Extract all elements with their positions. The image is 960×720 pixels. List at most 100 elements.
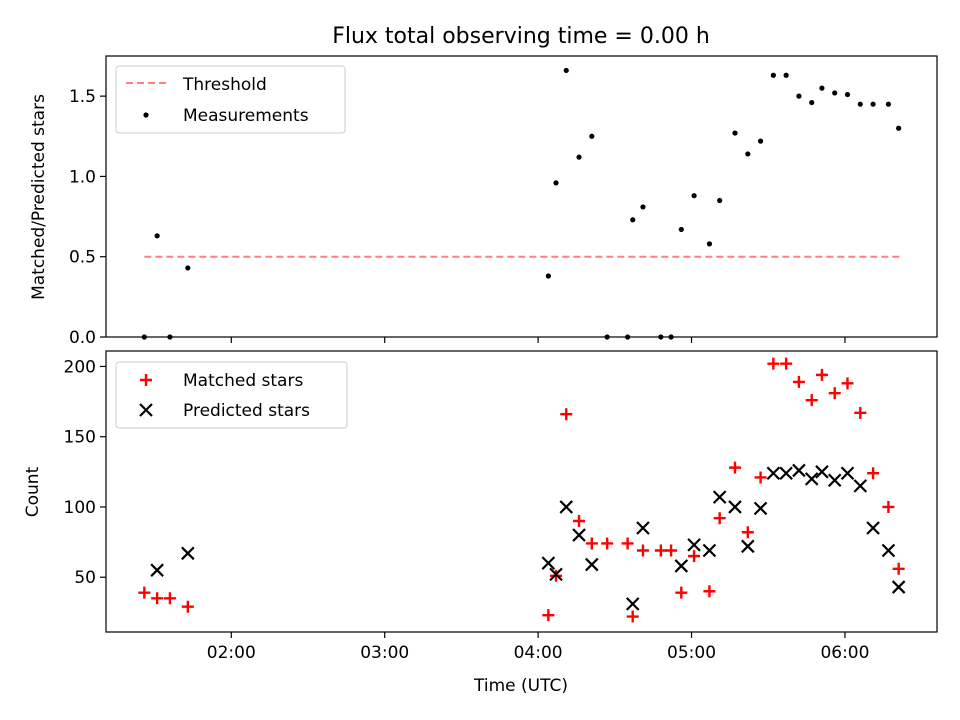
measurements-point	[185, 265, 191, 271]
bottom-plot-frame	[105, 350, 938, 633]
bottom-legend: Matched stars Predicted stars	[115, 361, 348, 429]
measurements-point	[545, 273, 551, 279]
matched-stars-point	[841, 377, 854, 390]
matched-stars-point	[636, 544, 649, 557]
matched-stars-point	[163, 592, 176, 605]
measurements-point	[896, 125, 902, 131]
measurements-point	[844, 91, 851, 98]
matched-stars-point	[828, 387, 841, 400]
predicted-stars-point	[840, 466, 855, 481]
predicted-stars-point	[827, 473, 842, 488]
measurements-point	[809, 99, 815, 106]
x-tick-label: 03:00	[360, 643, 409, 663]
matched-stars-point	[601, 537, 614, 550]
y-tick-label: 0.0	[69, 328, 96, 348]
y-tick-label: 100	[64, 498, 96, 518]
matched-stars-point	[688, 550, 701, 563]
top-legend: Threshold Measurements	[115, 65, 346, 134]
measurements-point	[717, 197, 723, 204]
matched-stars-point	[621, 537, 634, 550]
y-tick-label: 200	[64, 357, 96, 377]
x-tick-label: 02:00	[207, 643, 256, 663]
x-axis-label: Time (UTC)	[473, 676, 568, 696]
measurements-legend-marker	[143, 112, 149, 118]
matched-stars-point	[854, 406, 867, 419]
x-tick-label: 06:00	[820, 643, 869, 663]
measurements-point	[783, 72, 789, 78]
predicted-stars-point	[150, 563, 164, 577]
matched-stars-point	[626, 610, 639, 623]
x-tick-label: 05:00	[667, 643, 716, 663]
bottom-axes: 02:00 03:00 04:00 05:00 06:00 50 100 150 200	[64, 357, 870, 663]
measurements-point	[576, 154, 582, 160]
measurements-point	[154, 233, 160, 239]
matched-stars-point	[703, 585, 716, 598]
top-legend-box	[115, 65, 346, 134]
measurements-point	[770, 72, 776, 78]
measurements-point	[870, 101, 876, 107]
predicted-stars-point	[585, 557, 599, 572]
predicted-stars-point	[687, 538, 701, 552]
matched-stars-point	[882, 500, 895, 513]
matched-stars-point	[573, 515, 586, 528]
predicted-stars-point	[891, 580, 906, 594]
measurements-point	[706, 241, 713, 247]
matched-stars-point	[805, 394, 818, 407]
predicted-stars-point	[853, 479, 868, 493]
top-plot-area	[141, 67, 902, 340]
y-tick-label: 150	[64, 428, 96, 448]
bottom-legend-box	[115, 361, 348, 429]
matched-stars-point	[665, 544, 678, 557]
measurements-point	[553, 180, 559, 186]
measurements-point	[857, 101, 863, 107]
measurements-point	[832, 90, 838, 96]
predicted-stars-point	[866, 521, 880, 535]
top-axes: 0.0 0.5 1.0 1.5	[69, 87, 846, 348]
matched-stars-point	[560, 408, 573, 421]
matched-stars-point	[151, 592, 164, 605]
predicted-stars-point	[541, 556, 556, 570]
measurements-point	[757, 138, 764, 144]
predicted-stars-point	[702, 543, 717, 558]
measurements-legend-label: Measurements	[183, 106, 309, 126]
predicted-stars-point	[753, 501, 768, 516]
predicted-stars-point	[636, 521, 650, 535]
predicted-stars-point	[181, 546, 195, 561]
measurements-point	[678, 226, 684, 233]
chart-title: Flux total observing time = 0.00 h	[332, 24, 710, 49]
top-plot-frame	[105, 55, 938, 338]
predicted-stars-legend-label: Predicted stars	[183, 401, 310, 421]
matched-stars-point	[729, 461, 742, 474]
matched-stars-point	[675, 586, 688, 599]
predicted-stars-point	[766, 466, 781, 481]
predicted-stars-point	[549, 567, 563, 582]
matched-stars-point	[654, 544, 667, 557]
predicted-stars-point	[815, 465, 829, 479]
y-tick-label: 0.5	[69, 248, 96, 268]
matched-stars-legend-marker	[140, 374, 152, 386]
matched-stars-point	[780, 357, 793, 370]
predicted-stars-point	[779, 466, 793, 481]
matched-stars-point	[754, 471, 767, 484]
matched-stars-point	[792, 375, 805, 388]
measurements-point	[796, 93, 802, 99]
matched-stars-legend-label: Matched stars	[183, 371, 303, 391]
predicted-stars-point	[792, 463, 806, 478]
y-tick-label: 1.0	[69, 167, 96, 187]
threshold-legend-label: Threshold	[182, 75, 267, 95]
predicted-stars-point	[572, 528, 586, 542]
matched-stars-point	[767, 357, 780, 370]
predicted-stars-point	[728, 500, 742, 514]
matched-stars-point	[892, 562, 905, 575]
predicted-stars-point	[804, 472, 819, 486]
predicted-stars-point	[674, 559, 689, 573]
matched-stars-point	[713, 512, 726, 525]
measurements-point	[630, 217, 636, 223]
measurements-point	[640, 204, 646, 210]
predicted-stars-point	[559, 500, 574, 514]
measurements-point	[819, 85, 825, 91]
matched-stars-point	[181, 600, 194, 613]
measurements-point	[589, 133, 595, 139]
matched-stars-point	[138, 586, 151, 599]
matched-stars-point	[741, 526, 754, 539]
